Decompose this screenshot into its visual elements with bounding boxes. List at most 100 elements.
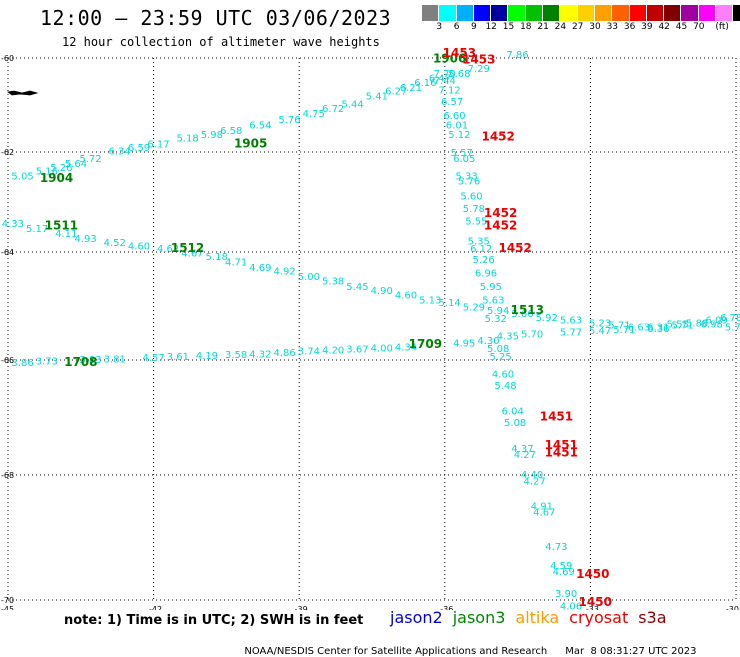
color-scale-swatch [439,5,457,21]
land-outline [7,90,39,96]
swh-value: 6.09 [705,315,727,326]
swh-value: 7.29 [468,64,490,75]
swh-value: 6.21 [400,83,422,94]
satellite-legend-jason2: jason2 [390,608,443,627]
swh-value: 6.01 [446,121,468,132]
swh-value: 4.27 [523,476,545,487]
pass-time-label: 1709 [409,337,442,351]
swh-value: 5.17 [26,224,48,235]
longitude-tick-label: -45 [1,605,14,610]
swh-value: 3.74 [298,347,320,358]
swh-value: 7.86 [506,50,528,61]
pass-time-label: 1708 [64,355,97,369]
color-scale-label: 30 [589,22,601,32]
swh-value: 3.83 [79,355,101,366]
swh-value: 6.36 [647,324,669,335]
swh-value: 6.05 [453,154,475,165]
swh-value: 7.70 [434,69,456,80]
color-scale-label: 45 [675,22,688,32]
swh-value: 3.58 [225,350,247,361]
latitude-tick-label: -64 [1,248,14,257]
longitude-tick-label: -30 [726,605,739,610]
swh-value: 5.47 [589,326,611,337]
swh-value: 4.35 [497,331,519,342]
swh-value: 5.71 [613,325,635,336]
swh-value: 5.35 [468,237,490,248]
swh-value: 6.98 [701,320,723,331]
credit-line: NOAA/NESDIS Center for Satellite Applica… [238,635,697,657]
latitude-tick-label: -68 [1,471,14,480]
color-scale-swatch [664,5,682,21]
swh-value: 4.20 [322,346,344,357]
color-scale-label: 15 [502,22,515,32]
swh-value: 3.90 [555,589,577,600]
swh-value: 5.08 [487,344,509,355]
color-scale-label: 24 [554,22,567,32]
swh-value: 3.81 [104,354,126,365]
color-scale-label: 18 [520,22,532,32]
generated-timestamp: Mar 8 08:31:27 UTC 2023 [565,646,697,657]
map-title: 12:00 — 23:59 UTC 03/06/2023 [40,6,392,30]
pass-time-label: 1451 [545,446,578,460]
satellite-legend: jason2 jason3 altika cryosat s3a [390,608,677,627]
swh-value: 5.23 [589,319,611,330]
credit-text: NOAA/NESDIS Center for Satellite Applica… [244,646,548,657]
swh-value: 4.30 [477,336,499,347]
swh-value: 4.32 [249,349,271,360]
swh-value: 4.40 [521,470,543,481]
color-scale-swatch [681,5,699,21]
footnote: note: 1) Time is in UTC; 2) SWH is in fe… [64,613,364,628]
swh-value: 4.75 [303,109,325,120]
swh-value: 4.90 [371,286,393,297]
swh-value: 3.61 [167,352,189,363]
pass-time-label: 1450 [576,567,609,581]
wave-height-map: -60 -62 -64 -66 -68 -70-45 -42 -39 -36 -33 -30 5.0… [1,46,740,610]
swh-value: 5.66 [511,309,533,320]
swh-value: 5.32 [485,314,507,325]
swh-value: 5.18 [176,134,198,145]
swh-value: 5.63 [560,315,582,326]
swh-value: 6.12 [470,244,492,255]
swh-value: 5.29 [463,302,485,313]
swh-value: 7.44 [434,76,456,87]
swh-value: 5.92 [536,313,558,324]
swh-value: 4.59 [550,561,572,572]
swh-value: 4.34 [395,342,417,353]
swh-value: 5.63 [482,295,504,306]
swh-value: 6.34 [108,147,130,158]
pass-time-label: 1904 [40,171,73,185]
swh-value: 5.45 [346,282,368,293]
swh-value: 4.27 [514,450,536,461]
lat-lon-grid [7,57,737,601]
swh-value: 6.60 [443,111,465,122]
swh-value: 5.12 [448,130,470,141]
swh-value: 5.55 [465,217,487,228]
swh-value: 6.47 [429,74,451,85]
swh-value: 4.71 [225,258,247,269]
swh-value: 5.71 [671,321,693,332]
swh-value: 4.86 [274,348,296,359]
pass-time-label: 1905 [234,136,267,150]
swh-color-scale-labels: 3 6 9 12 15 18 21 24 27 30 33 36 39 42 45 70 (ft) [422,22,740,34]
color-scale-label: 12 [485,22,497,32]
swh-value: 4.60 [492,369,514,380]
satellite-legend-jason3: jason3 [452,608,506,627]
swh-value: 5.60 [460,192,482,203]
swh-value: 4.67 [533,508,555,519]
color-scale-label: 70 [693,22,705,32]
map-subtitle: 12 hour collection of altimeter wave hei… [62,35,380,49]
color-scale-swatch [491,5,509,21]
color-scale-swatch [577,5,595,21]
latitude-tick-label: -62 [1,148,14,157]
color-scale-label: (ft) [715,22,729,32]
swh-value: 5.05 [11,172,33,183]
swh-value: 6.27 [385,87,407,98]
swh-value: 4.06 [560,601,582,610]
swh-value: 4.67 [181,248,203,259]
longitude-tick-label: -36 [440,605,453,610]
pass-time-label: 1453 [462,53,495,67]
swh-value: 5.16 [36,167,58,178]
longitude-tick-label: -33 [586,605,599,610]
land-outline [7,90,39,96]
swh-value: 5.41 [366,91,388,102]
